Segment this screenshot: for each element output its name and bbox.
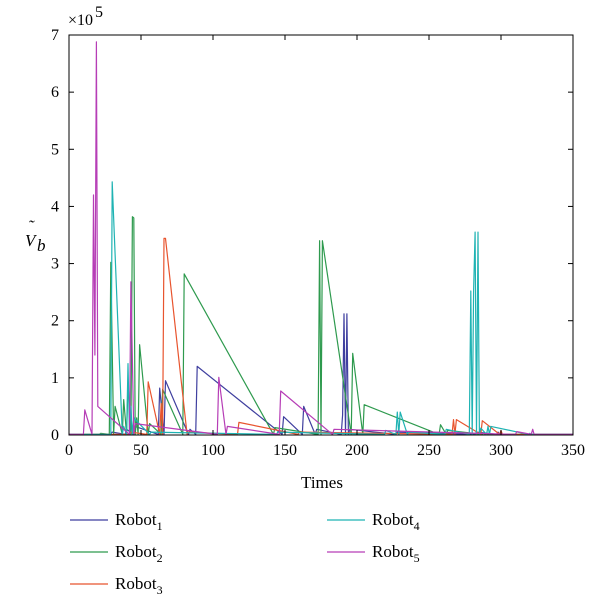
y-tick-label: 7 — [51, 27, 59, 44]
svg-text:˜: ˜ — [28, 217, 35, 236]
x-tick-label: 50 — [133, 442, 149, 459]
axis-ticks — [68, 34, 574, 436]
legend-item-robot3: Robot3 — [70, 574, 163, 597]
legend-label: Robot2 — [115, 542, 163, 565]
y-tick-label: 5 — [51, 141, 59, 158]
x-tick-label: 100 — [201, 442, 225, 459]
legend-item-robot2: Robot2 — [70, 542, 163, 565]
svg-text:b: b — [37, 236, 46, 255]
x-tick-label: 150 — [273, 442, 297, 459]
x-axis-label: Times — [301, 473, 343, 492]
series-line-robot5 — [69, 41, 573, 435]
svg-text:5: 5 — [95, 4, 103, 21]
legend-item-robot1: Robot1 — [70, 510, 163, 533]
legend-item-robot4: Robot4 — [327, 510, 420, 533]
y-tick-label: 6 — [51, 84, 59, 101]
plot-lines — [69, 41, 573, 435]
x-tick-label: 0 — [65, 442, 73, 459]
svg-text:×10: ×10 — [68, 12, 93, 29]
x-tick-label: 350 — [561, 442, 585, 459]
x-tick-labels: 0 50 100 150 200 250 300 350 — [65, 442, 585, 459]
legend-label: Robot1 — [115, 510, 163, 533]
y-tick-label: 3 — [51, 256, 59, 273]
legend-label: Robot3 — [115, 574, 163, 597]
y-tick-label: 2 — [51, 313, 59, 330]
svg-text:V: V — [25, 231, 38, 250]
x-tick-label: 300 — [489, 442, 513, 459]
legend-label: Robot4 — [372, 510, 420, 533]
legend-item-robot5: Robot5 — [327, 542, 420, 565]
x-tick-label: 250 — [417, 442, 441, 459]
y-tick-label: 4 — [51, 198, 59, 215]
y-tick-label: 1 — [51, 370, 59, 387]
legend-label: Robot5 — [372, 542, 420, 565]
y-axis-label: V ˜ b — [25, 217, 46, 255]
series-line-robot2 — [69, 216, 573, 435]
plot-frame — [68, 34, 574, 436]
x-tick-label: 200 — [345, 442, 369, 459]
y-tick-labels: 0 1 2 3 4 5 6 7 — [51, 27, 59, 444]
y-tick-label: 0 — [51, 427, 59, 444]
legend: Robot1 Robot2 Robot3 Robot4 Robot5 — [70, 510, 420, 597]
y-multiplier: ×10 5 — [68, 4, 103, 29]
